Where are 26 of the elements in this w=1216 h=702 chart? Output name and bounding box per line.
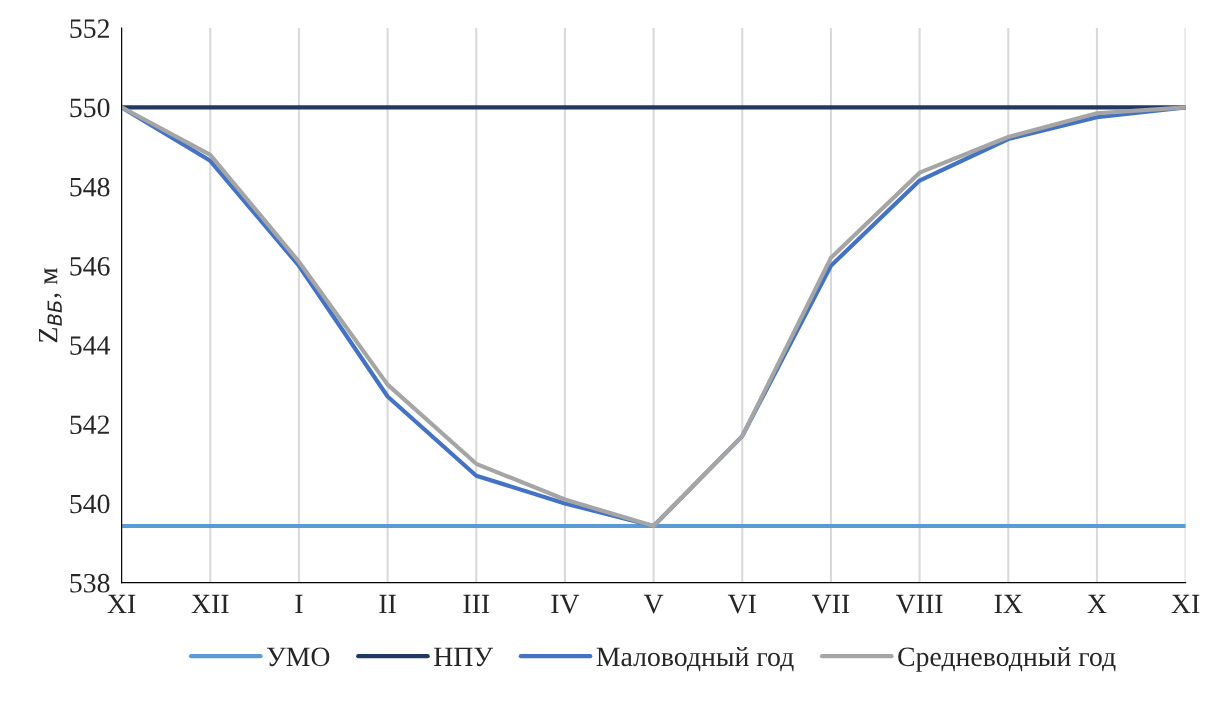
x-tick-label: XII <box>191 594 229 614</box>
legend-label: НПУ <box>434 647 494 667</box>
x-tick-label: II <box>379 594 396 614</box>
x-tick-label: XI <box>107 594 136 614</box>
y-axis-title: Z$_{ВБ}$, м <box>39 268 62 343</box>
x-tick-label: IX <box>994 594 1023 614</box>
x-tick-label: X <box>1087 594 1107 614</box>
x-tick-label: VI <box>727 594 756 614</box>
y-tick-label: 538 <box>70 573 110 593</box>
y-tick-label: 542 <box>70 415 109 435</box>
x-tick-label: IV <box>551 594 580 614</box>
legend-label: Маловодный год <box>596 646 794 672</box>
y-tick-label: 544 <box>70 336 111 355</box>
x-tick-label: III <box>463 594 490 614</box>
x-tick-label: VII <box>811 594 850 614</box>
y-tick-label: 548 <box>70 177 110 197</box>
x-tick-label: VIII <box>896 594 943 614</box>
legend-label: Средневодный год <box>898 646 1116 672</box>
x-tick-label: I <box>295 594 303 614</box>
legend-label: УМО <box>266 647 330 667</box>
x-tick-label: XI <box>1171 594 1200 614</box>
y-tick-label: 552 <box>70 19 109 38</box>
y-tick-label: 546 <box>70 257 110 276</box>
y-tick-label: 550 <box>70 98 110 118</box>
y-tick-label: 540 <box>70 494 110 514</box>
x-tick-label: V <box>643 594 664 614</box>
